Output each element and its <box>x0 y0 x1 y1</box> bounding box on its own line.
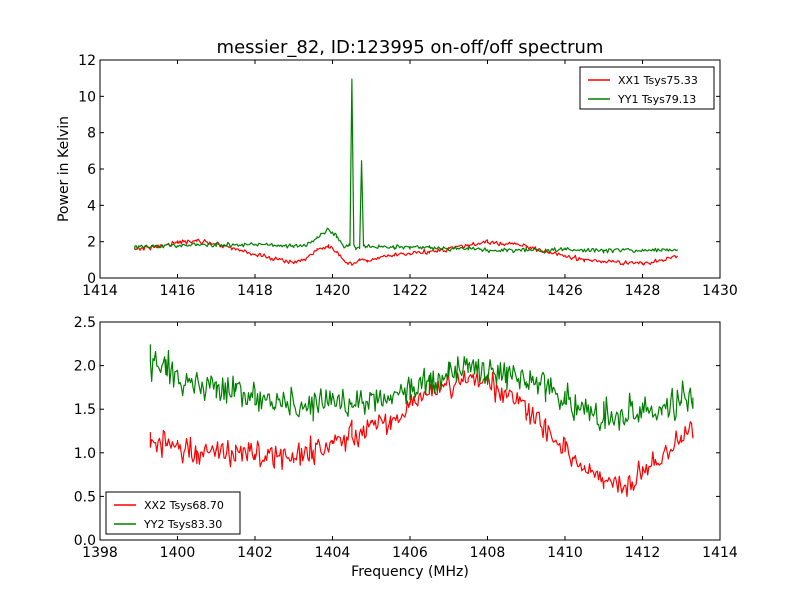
x-tick-label: 1406 <box>392 545 428 561</box>
y-tick-label: 1.0 <box>74 446 96 462</box>
y-tick-label: 0.5 <box>74 489 96 505</box>
legend-box <box>579 66 715 110</box>
y-tick-label: 8 <box>87 126 96 142</box>
x-tick-label: 1424 <box>470 283 506 299</box>
x-axis-label: Frequency (MHz) <box>351 564 469 580</box>
x-tick-label: 1430 <box>702 283 738 299</box>
x-tick-label: 1412 <box>625 545 661 561</box>
y-tick-label: 10 <box>78 89 96 105</box>
chart-title: messier_82, ID:123995 on-off/off spectru… <box>217 37 604 58</box>
x-tick-label: 1418 <box>237 283 273 299</box>
x-tick-label: 1416 <box>160 283 196 299</box>
legend-box <box>105 491 241 535</box>
y-tick-label: 2 <box>87 235 96 251</box>
x-tick-label: 1400 <box>160 545 196 561</box>
x-tick-label: 1408 <box>470 545 506 561</box>
series-line-red <box>149 370 694 498</box>
series-line-green <box>134 78 678 254</box>
x-tick-label: 1402 <box>237 545 273 561</box>
x-tick-label: 1414 <box>702 545 738 561</box>
plot-area <box>149 344 694 498</box>
x-tick-label: 1428 <box>625 283 661 299</box>
legend: XX1 Tsys75.33 YY1 Tsys79.13 <box>579 66 715 110</box>
x-tick-label: 1426 <box>547 283 583 299</box>
y-tick-label: 0 <box>87 271 96 287</box>
y-tick-label: 2.5 <box>74 315 96 331</box>
top-panel: 1414 1416 1418 1420 1422 1424 1426 1428 1430 0 2 4 6… <box>56 53 738 299</box>
y-axis-label: Power in Kelvin <box>56 116 72 222</box>
y-tick-label: 6 <box>87 162 96 178</box>
legend-label: YY2 Tsys83.30 <box>143 518 222 531</box>
x-tick-label: 1422 <box>392 283 428 299</box>
x-tick-label: 1420 <box>315 283 351 299</box>
y-tick-label: 12 <box>78 53 96 69</box>
x-tick-label: 1414 <box>82 283 118 299</box>
series-line-green <box>149 344 694 432</box>
legend-label: XX1 Tsys75.33 <box>618 74 698 87</box>
x-tick-label: 1410 <box>547 545 583 561</box>
x-tick-label: 1398 <box>82 545 118 561</box>
y-tick-label: 4 <box>87 198 96 214</box>
legend-label: XX2 Tsys68.70 <box>144 499 224 512</box>
plot-area <box>134 78 678 266</box>
y-tick-label: 1.5 <box>74 402 96 418</box>
y-tick-label: 2.0 <box>74 359 96 375</box>
legend-label: YY1 Tsys79.13 <box>617 93 696 106</box>
legend: XX2 Tsys68.70 YY2 Tsys83.30 <box>105 491 241 535</box>
x-tick-label: 1404 <box>315 545 351 561</box>
bottom-panel: 1398 1400 1402 1404 1406 1408 1410 1412 1414 0.0 0… <box>74 315 738 580</box>
y-tick-label: 0.0 <box>74 533 96 549</box>
